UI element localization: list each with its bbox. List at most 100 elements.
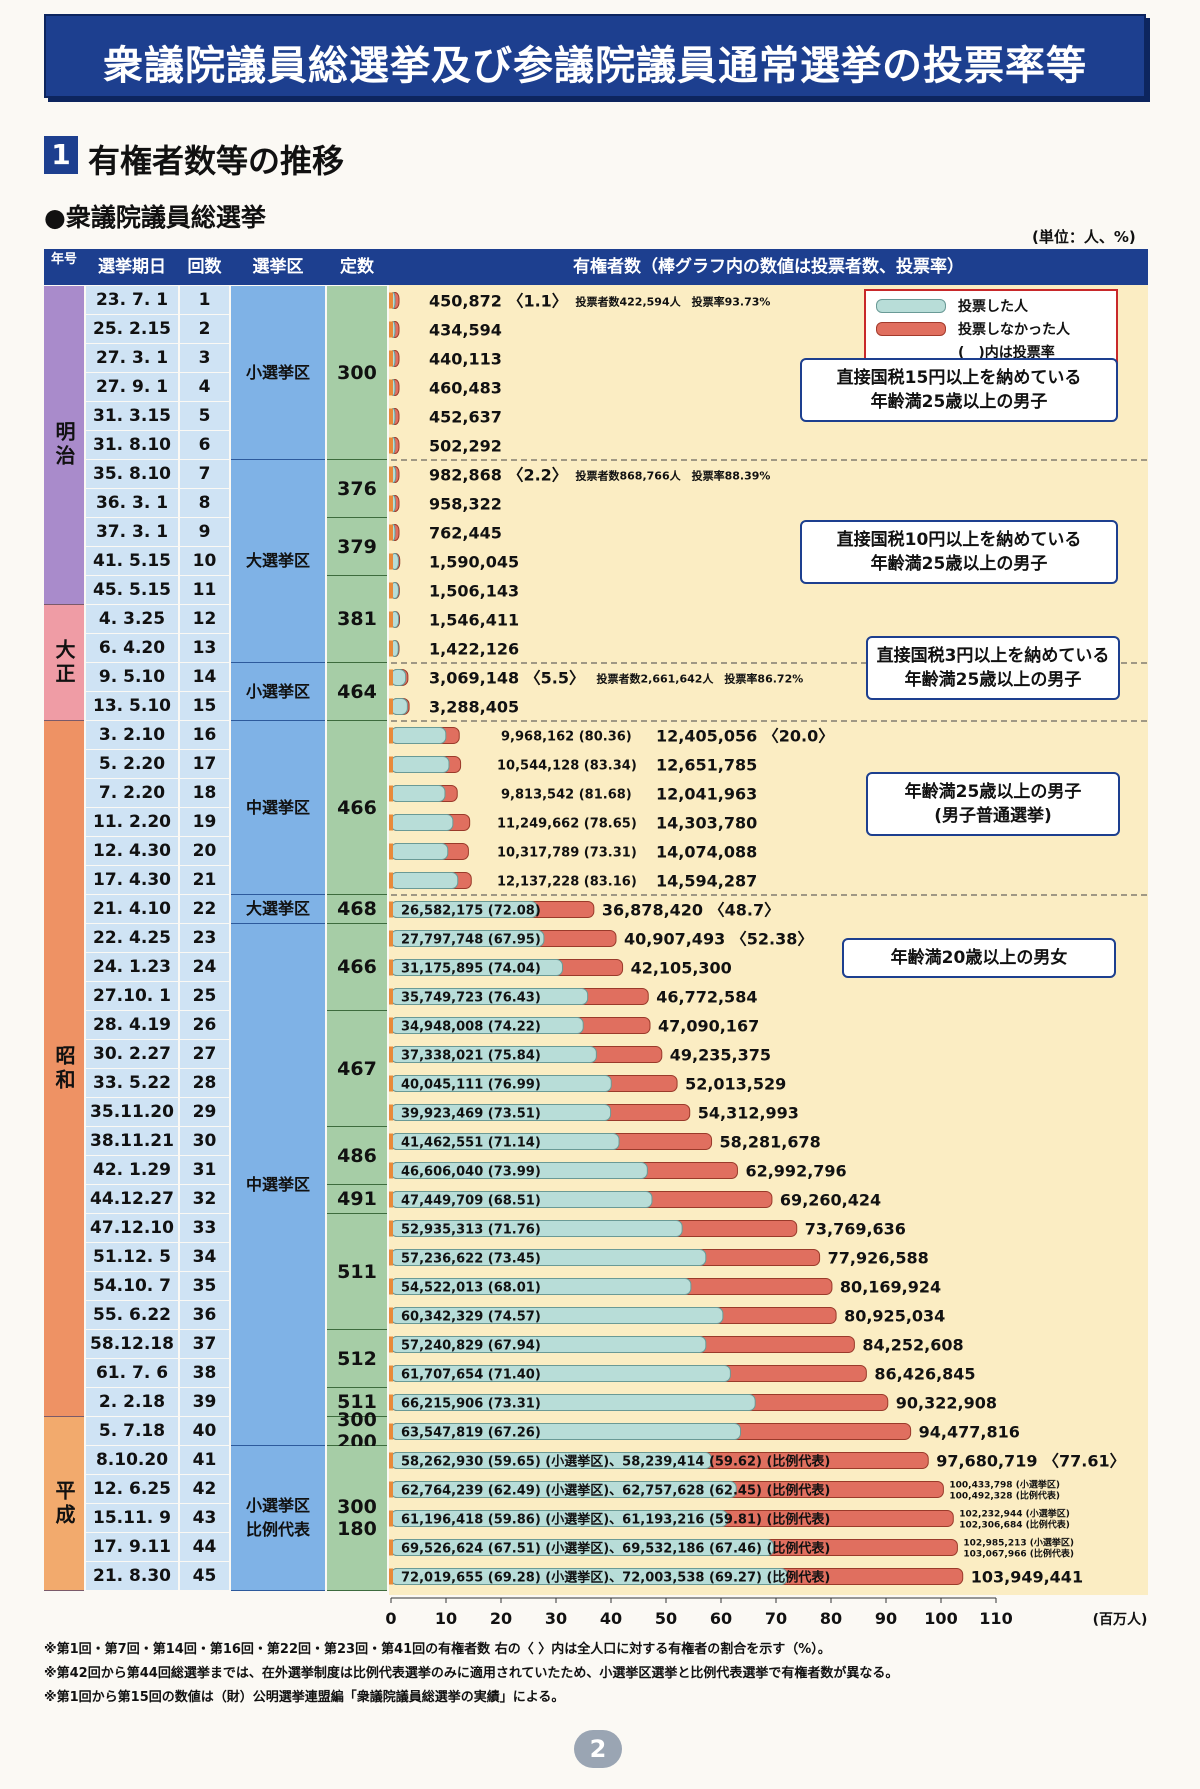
section-number: 1	[44, 136, 78, 174]
election-date: 33. 5.22	[93, 1073, 171, 1093]
table-row-bg	[180, 1330, 229, 1358]
table-row-bg	[180, 518, 229, 546]
bar-start-cap	[389, 1162, 393, 1179]
era-cell: 大正	[44, 605, 84, 721]
election-round: 39	[192, 1392, 217, 1412]
table-row-bg	[86, 1185, 178, 1213]
table-row-bg	[86, 1127, 178, 1155]
election-date: 42. 1.29	[93, 1160, 171, 1180]
voters-label: 31,175,895 (74.04)	[401, 962, 541, 977]
section-title: 有権者数等の推移	[88, 142, 345, 180]
table-row-bg	[180, 1156, 229, 1184]
election-round: 38	[192, 1363, 217, 1383]
election-date: 44.12.27	[90, 1189, 174, 1209]
electorate-label: 94,477,816	[919, 1423, 1020, 1442]
table-row-bg	[180, 1272, 229, 1300]
election-round: 16	[192, 725, 217, 745]
election-round: 18	[192, 783, 217, 803]
election-date: 61. 7. 6	[95, 1363, 169, 1383]
table-row-bg	[180, 721, 229, 749]
electorate-label: 52,013,529	[685, 1075, 786, 1094]
bar-start-cap	[389, 1278, 393, 1295]
bar-start-cap	[389, 1220, 393, 1237]
header-chart: 有権者数（棒グラフ内の数値は投票者数、投票率）	[573, 257, 964, 277]
electorate-label: 440,113	[429, 350, 502, 369]
x-axis-label: (百万人)	[1093, 1611, 1148, 1628]
legend-swatch-voted	[876, 299, 946, 313]
table-row-bg	[180, 634, 229, 662]
bar-start-cap	[389, 1191, 393, 1208]
table-row-bg	[180, 1098, 229, 1126]
electorate-label: 12,041,963	[656, 785, 757, 804]
table-row-bg	[180, 1185, 229, 1213]
bar-start-cap	[389, 321, 393, 338]
x-tick-label: 20	[490, 1609, 512, 1628]
x-tick-label: 90	[875, 1609, 897, 1628]
electorate-label: 1,590,045	[429, 553, 519, 572]
table-row-bg	[180, 373, 229, 401]
annotation-box: 年齢満20歳以上の男女	[842, 937, 1116, 978]
table-row-bg	[86, 1301, 178, 1329]
election-round: 43	[192, 1508, 217, 1528]
electorate-label: 12,651,785	[656, 756, 757, 775]
table-row-bg	[180, 895, 229, 923]
election-date: 5. 2.20	[98, 754, 166, 774]
annotation-line: 直接国税3円以上を納めている	[876, 645, 1110, 666]
electorate-label: 434,594	[429, 321, 502, 340]
table-row-bg	[86, 402, 178, 430]
table-row-bg	[180, 1214, 229, 1242]
voters-label: 57,236,622 (73.45)	[401, 1252, 541, 1267]
election-date: 13. 5.10	[93, 696, 171, 716]
voters-label: 9,968,162 (80.36)	[501, 730, 632, 745]
x-tick-label: 10	[435, 1609, 457, 1628]
election-round: 34	[192, 1247, 217, 1267]
electorate-label: 102,985,213 (小選挙区)	[963, 1537, 1074, 1549]
election-round: 2	[198, 319, 211, 339]
table-row-bg	[86, 1040, 178, 1068]
x-tick-label: 100	[924, 1609, 957, 1628]
election-date: 35.11.20	[90, 1102, 174, 1122]
electorate-label: 58,281,678	[720, 1133, 821, 1152]
bar-start-cap	[389, 1336, 393, 1353]
bar-start-cap	[389, 1046, 393, 1063]
voters-label: 27,797,748 (67.95)	[401, 933, 541, 948]
voters-label: 61,196,418 (59.86) (小選挙区)、61,193,216 (59…	[401, 1512, 830, 1528]
voters-label: 54,522,013 (68.01)	[401, 1281, 541, 1296]
seat-count: 466	[327, 721, 387, 895]
table-row-bg	[86, 837, 178, 865]
electoral-system: 中選挙区	[231, 721, 325, 895]
election-round: 14	[192, 667, 217, 687]
election-round: 35	[192, 1276, 217, 1296]
table-row-bg	[86, 1475, 178, 1503]
bar-start-cap	[389, 524, 393, 541]
election-date: 21. 4.10	[93, 899, 171, 919]
election-date: 7. 2.20	[98, 783, 166, 803]
x-tick-label: 50	[655, 1609, 677, 1628]
election-round: 1	[198, 290, 211, 310]
era-label: 大正	[52, 638, 76, 687]
table-row-bg	[180, 431, 229, 459]
table-row-bg	[86, 1417, 178, 1445]
table-row-bg	[180, 663, 229, 691]
electorate-label: 460,483	[429, 379, 502, 398]
election-round: 25	[192, 986, 217, 1006]
election-date: 3. 2.10	[98, 725, 166, 745]
bar-start-cap	[389, 1481, 393, 1498]
electorate-label: 47,090,167	[658, 1017, 759, 1036]
election-date: 31. 8.10	[93, 435, 171, 455]
electorate-label: 62,992,796	[745, 1162, 846, 1181]
bar-start-cap	[389, 379, 393, 396]
bar-voted	[390, 698, 408, 715]
election-date: 2. 2.18	[98, 1392, 166, 1412]
table-row-bg	[86, 1533, 178, 1561]
table-row-bg	[86, 1388, 178, 1416]
bar-start-cap	[389, 1307, 393, 1324]
election-round: 45	[192, 1566, 217, 1586]
bar-start-cap	[389, 408, 393, 425]
annotation-box: 年齢満25歳以上の男子 (男子普通選挙)	[866, 772, 1120, 837]
electorate-label: 86,426,845	[874, 1365, 975, 1384]
election-date: 58.12.18	[90, 1334, 174, 1354]
electorate-label: 46,772,584	[656, 988, 757, 1007]
table-row-bg	[86, 982, 178, 1010]
election-date: 9. 5.10	[98, 667, 166, 687]
